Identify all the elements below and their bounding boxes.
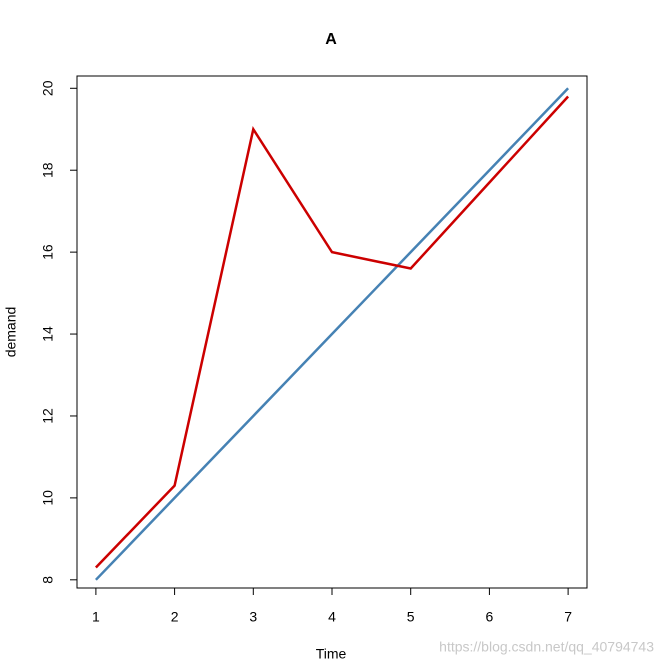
x-tick-label: 5	[407, 609, 415, 625]
y-tick-label: 16	[40, 244, 56, 260]
x-tick-label: 1	[92, 609, 100, 625]
y-tick-label: 20	[40, 80, 56, 96]
x-axis-label: Time	[316, 646, 347, 662]
series-line	[94, 87, 570, 581]
x-tick-label: 4	[328, 609, 336, 625]
y-tick-label: 12	[40, 408, 56, 424]
x-tick-label: 6	[486, 609, 494, 625]
x-tick-label: 3	[249, 609, 257, 625]
y-tick-label: 8	[40, 576, 56, 584]
x-tick-label: 2	[171, 609, 179, 625]
y-tick-label: 18	[40, 162, 56, 178]
x-tick-label: 7	[564, 609, 572, 625]
watermark: https://blog.csdn.net/qq_40794743	[439, 639, 654, 655]
y-axis-label: demand	[3, 307, 19, 358]
series-line	[94, 95, 570, 569]
y-tick-label: 10	[40, 490, 56, 506]
chart-title: A	[325, 31, 337, 48]
y-tick-label: 14	[40, 326, 56, 342]
